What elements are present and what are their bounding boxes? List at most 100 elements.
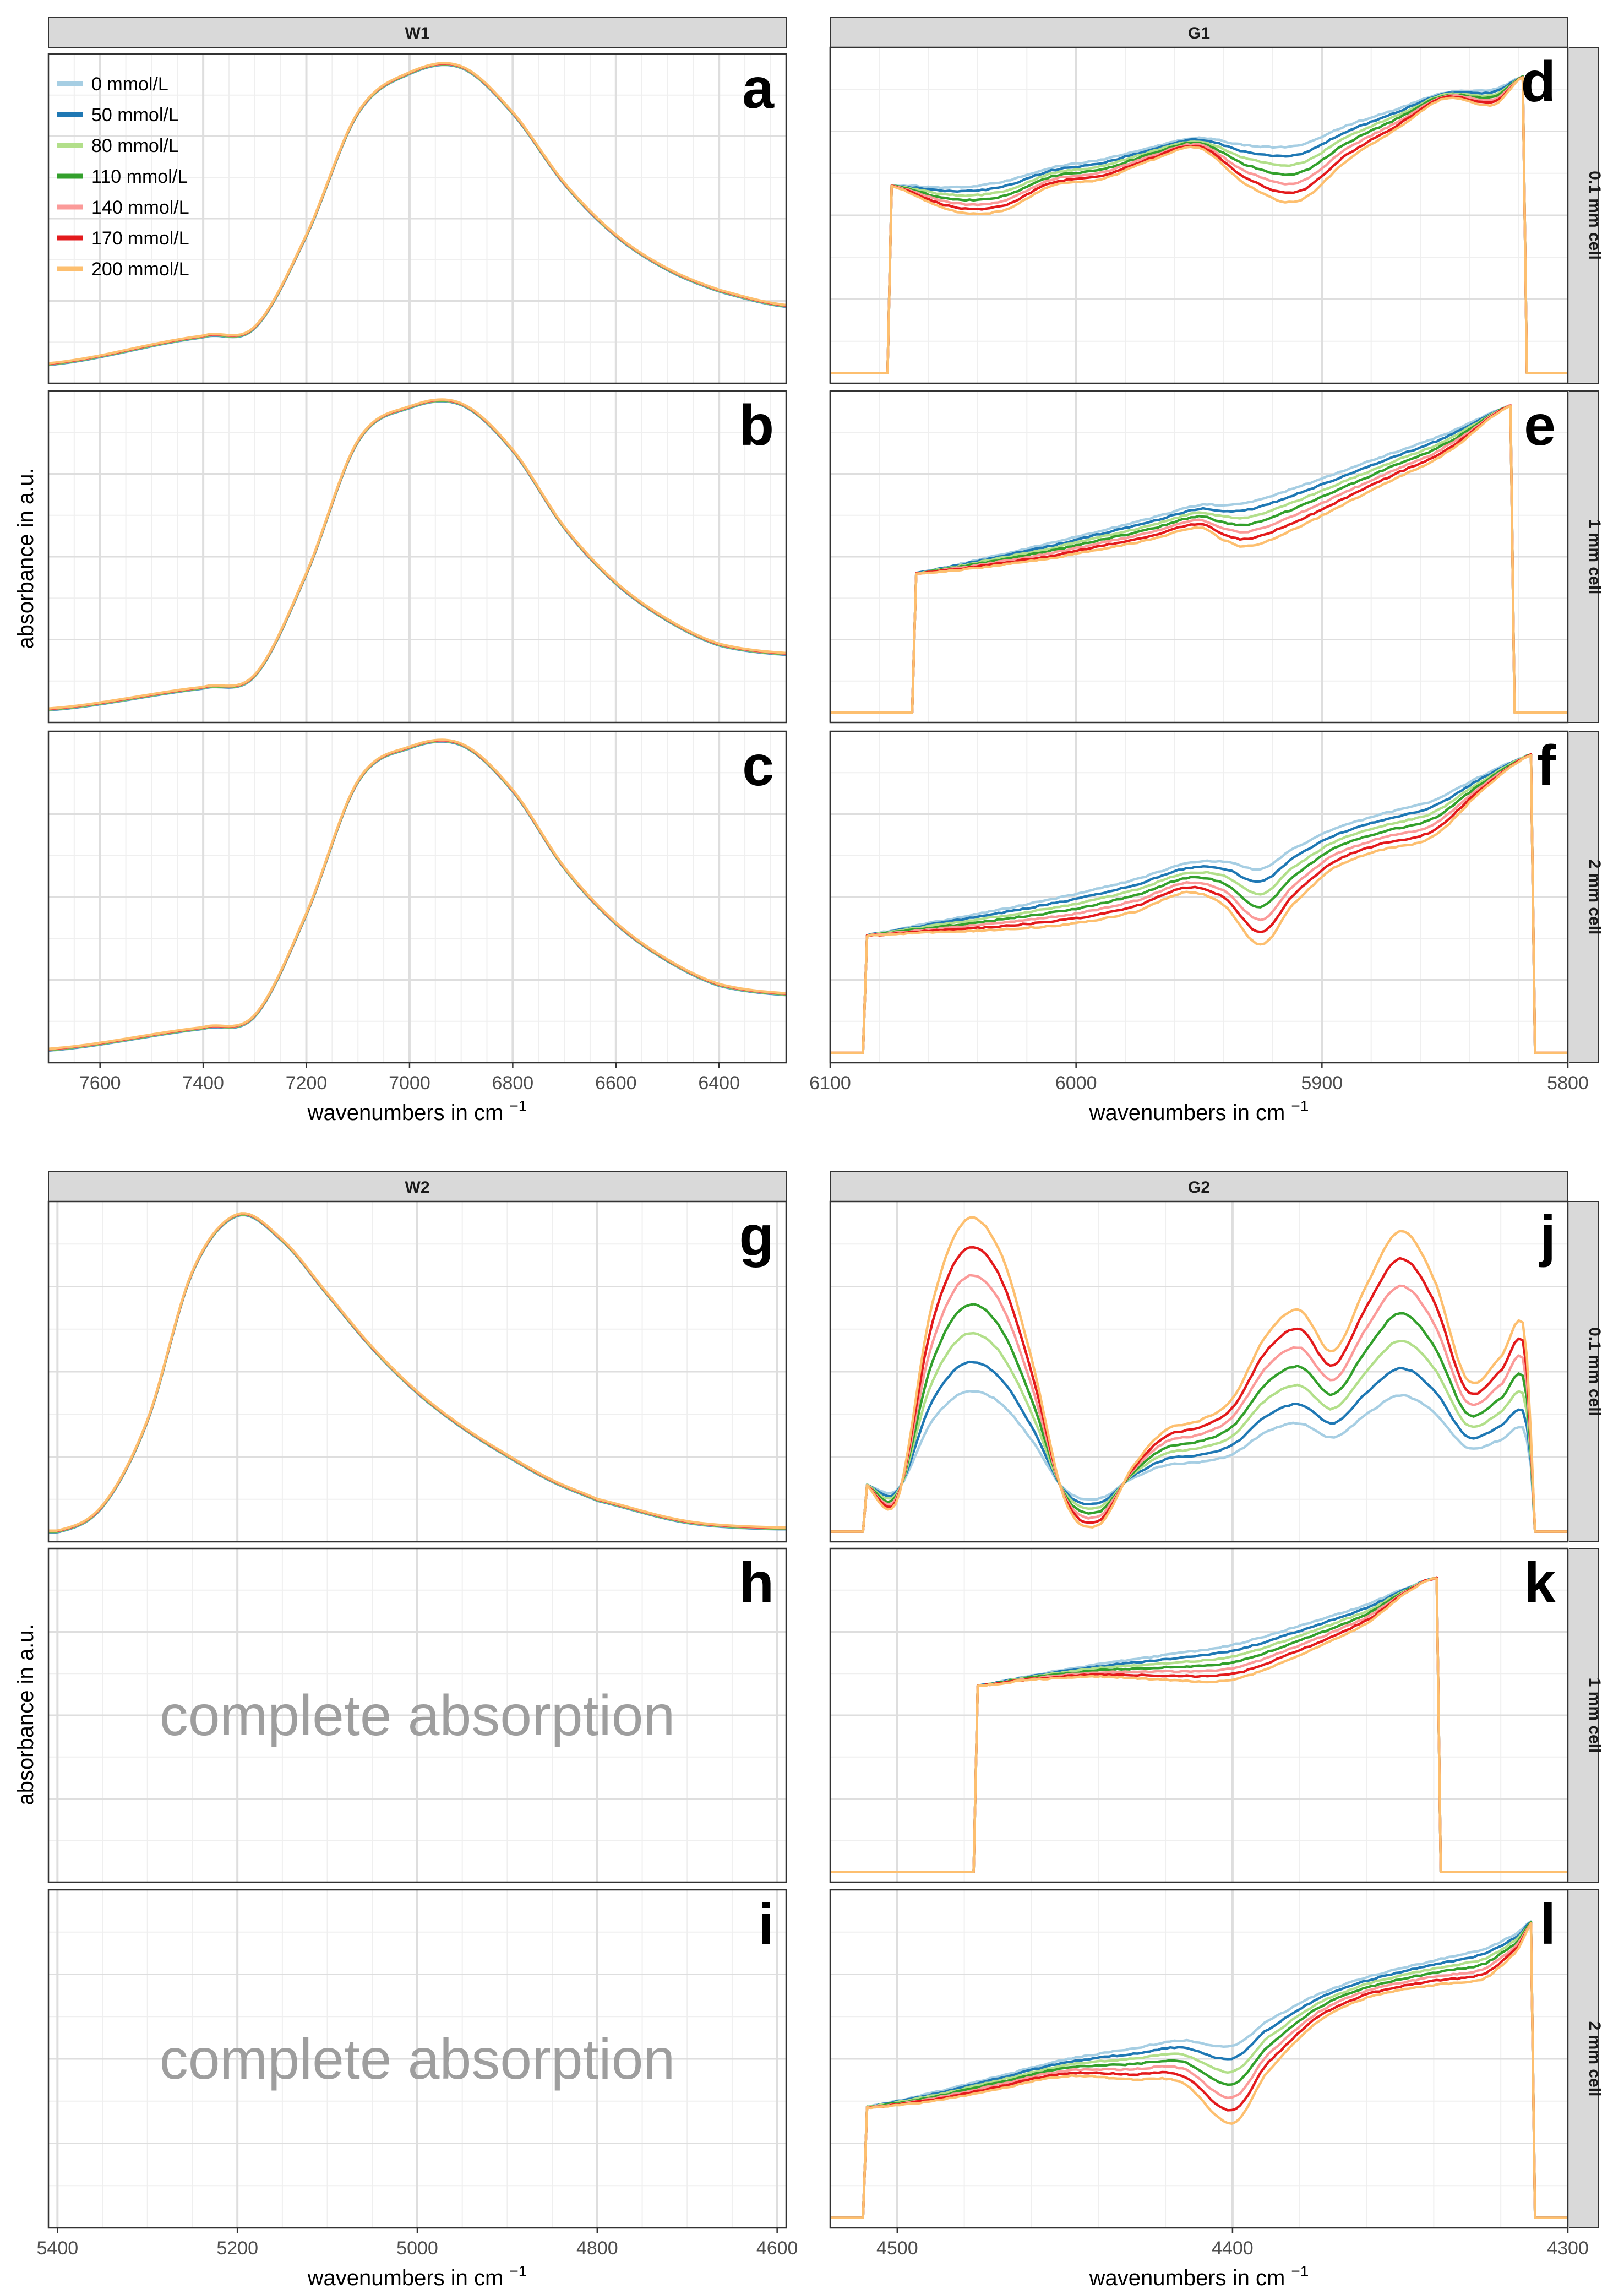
series-line-j	[830, 1216, 1568, 1533]
x-axis-title-text: wavenumbers in cm	[307, 1101, 510, 1125]
series-line-l	[830, 1920, 1568, 2219]
series-line-e	[830, 404, 1568, 714]
x-tick-label: 6000	[1055, 1073, 1097, 1094]
panel-l: l 4500 4400 4300 wavenumbers in cm −1	[829, 1889, 1589, 2290]
facet-strip-w2	[48, 1171, 787, 1202]
series-line-l	[830, 1922, 1568, 2219]
panel-letter: g	[739, 1204, 774, 1268]
panel-border	[829, 1547, 1569, 1883]
panel-border	[829, 390, 1569, 724]
x-tick-label: 4800	[576, 2238, 618, 2259]
panel-border	[47, 1200, 787, 1543]
panel-border	[829, 1889, 1569, 2229]
x-axis-title-superscript: −1	[509, 1097, 527, 1115]
x-tick-label: 7000	[389, 1073, 430, 1094]
x-tick-label: 7600	[79, 1073, 121, 1094]
series-line-j	[830, 1360, 1568, 1533]
facet-strip-g1	[830, 17, 1568, 48]
x-tick-label: 5800	[1547, 1073, 1589, 1094]
series-line-e	[830, 404, 1568, 714]
x-tick-label: 5900	[1301, 1073, 1343, 1094]
panel-j: j	[829, 1200, 1569, 1543]
series-line-j	[830, 1389, 1568, 1533]
series-line-d	[830, 76, 1568, 374]
panel-letter: l	[1540, 1893, 1556, 1956]
panel-border	[47, 53, 787, 384]
series-line-a	[48, 62, 787, 365]
x-tick-label: 7400	[182, 1073, 224, 1094]
facet-strip-w1	[48, 17, 787, 48]
series-line-l	[830, 1922, 1568, 2219]
series-line-j	[830, 1246, 1568, 1533]
row-strip-label: 2 mm cell	[1585, 2021, 1604, 2097]
panel-f: f 6100 6000 5900 5800 wavenumbers in cm −1	[809, 730, 1589, 1125]
x-axis-title-text: wavenumbers in cm	[1089, 2266, 1291, 2290]
x-tick-label: 6800	[492, 1073, 534, 1094]
x-tick-label: 7200	[286, 1073, 328, 1094]
legend-label: 50 mmol/L	[91, 105, 179, 126]
legend-label: 110 mmol/L	[91, 166, 188, 187]
panel-b: b	[47, 390, 787, 724]
series-line-f	[830, 754, 1568, 1054]
row-strip-label: 2 mm cell	[1585, 860, 1604, 935]
row-strip-d	[1567, 47, 1599, 384]
panel-border	[829, 46, 1569, 384]
panel-border	[829, 730, 1569, 1064]
panel-letter: a	[742, 57, 775, 121]
panel-h: h complete absorption	[47, 1547, 787, 1883]
row-strip-label: 0.1 mm cell	[1585, 171, 1604, 260]
series-line-f	[830, 753, 1568, 1054]
panel-letter: i	[758, 1893, 774, 1956]
row-strip-label: 0.1 mm cell	[1585, 1327, 1604, 1416]
panel-letter: k	[1524, 1551, 1556, 1615]
series-line-f	[830, 753, 1568, 1054]
panel-letter: d	[1521, 50, 1556, 114]
panel-letter: e	[1524, 394, 1556, 458]
facet-strip-label: W1	[405, 24, 430, 42]
x-tick-label: 4300	[1547, 2238, 1589, 2259]
complete-absorption-note: complete absorption	[160, 1684, 675, 1748]
y-axis-title-bottom: absorbance in a.u.	[14, 1624, 38, 1805]
facet-strip-label: G1	[1188, 24, 1210, 42]
panel-k: k	[829, 1547, 1569, 1883]
panel-e: e	[829, 390, 1569, 724]
series-line-c	[48, 738, 787, 1050]
x-tick-label: 5400	[37, 2238, 79, 2259]
series-line-f	[830, 753, 1568, 1054]
row-strip-label: 1 mm cell	[1585, 1678, 1604, 1753]
legend-label: 140 mmol/L	[91, 197, 189, 218]
series-line-f	[830, 753, 1568, 1054]
series-line-l	[830, 1922, 1568, 2219]
facet-strip-g2	[830, 1171, 1568, 1202]
row-strip-l	[1567, 1889, 1599, 2228]
x-tick-label: 6100	[809, 1073, 851, 1094]
x-tick-label: 4400	[1212, 2238, 1254, 2259]
panel-letter: f	[1536, 734, 1556, 798]
x-axis-title-text: wavenumbers in cm	[307, 2266, 510, 2290]
series-line-k	[830, 1577, 1568, 1874]
panel-letter: h	[739, 1551, 774, 1615]
x-tick-label: 5000	[396, 2238, 438, 2259]
row-strip-f	[1567, 731, 1599, 1063]
series-line-j	[830, 1274, 1568, 1533]
series-line-d	[830, 76, 1568, 374]
x-axis-title: wavenumbers in cm −1	[307, 2263, 527, 2290]
panel-i: i complete absorption 5400 5200 5000 4800 4600…	[37, 1889, 798, 2290]
series-line-j	[830, 1303, 1568, 1533]
series-line-b	[48, 398, 787, 710]
series-line-l	[830, 1921, 1568, 2219]
panel-letter: b	[739, 394, 774, 458]
legend-label: 0 mmol/L	[91, 74, 168, 95]
series-line-j	[830, 1331, 1568, 1533]
panel-border	[47, 730, 787, 1064]
x-tick-label: 5200	[216, 2238, 258, 2259]
y-axis-title-top: absorbance in a.u.	[14, 468, 38, 649]
x-tick-label: 6400	[698, 1073, 740, 1094]
series-line-f	[830, 754, 1568, 1054]
x-axis-title: wavenumbers in cm −1	[1089, 1097, 1309, 1125]
complete-absorption-note: complete absorption	[160, 2027, 675, 2091]
legend-label: 200 mmol/L	[91, 259, 189, 280]
legend-label: 170 mmol/L	[91, 228, 189, 249]
x-axis-title: wavenumbers in cm −1	[1089, 2263, 1309, 2290]
